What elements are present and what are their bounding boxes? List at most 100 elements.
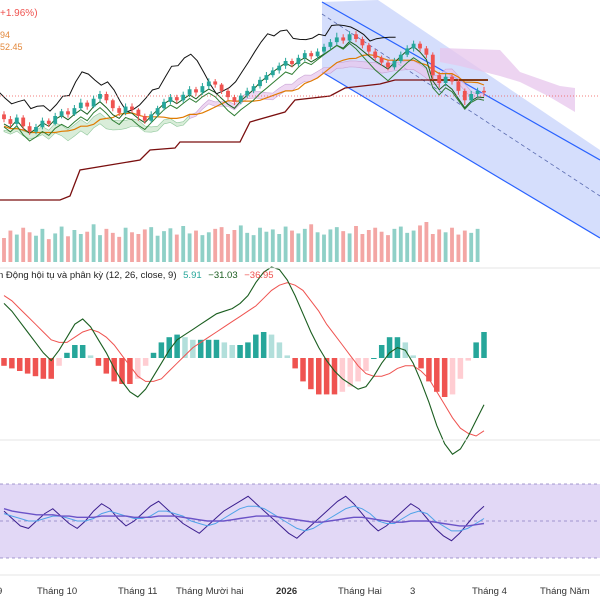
macd-histogram-bar [434, 358, 440, 392]
volume-bar [405, 232, 410, 262]
macd-histogram-bar [323, 358, 330, 395]
volume-bar [149, 227, 154, 262]
candle-body [72, 108, 77, 115]
macd-histogram-bar [197, 339, 204, 358]
candle-body [78, 102, 83, 109]
volume-bar [462, 230, 467, 262]
price-pane[interactable] [0, 0, 600, 239]
macd-histogram-bar [79, 345, 86, 358]
candle-body [91, 98, 96, 107]
rsi-pane[interactable] [0, 483, 600, 559]
macd-signal-line [3, 282, 485, 437]
candle-body [411, 43, 416, 49]
ichimoku-future-cloud [440, 48, 575, 112]
macd-title-text: n Động hội tụ và phân kỳ (12, 26, close,… [0, 270, 177, 281]
rsi-line-2 [3, 508, 485, 527]
ichimoku-leading-line-b [3, 42, 485, 142]
macd-histogram-bar [441, 358, 448, 397]
candle-body [59, 111, 64, 116]
volume-bar [2, 238, 6, 262]
ichimoku-conversion-line [3, 54, 485, 134]
macd-histogram-bar [32, 358, 39, 377]
volume-bar [181, 226, 186, 262]
candle-body [213, 81, 218, 85]
channel-mid-line [321, 13, 600, 197]
macd-histogram-bar [386, 337, 393, 358]
candle-body [322, 46, 326, 52]
volume-bar [78, 234, 83, 262]
volume-bar [392, 228, 397, 262]
macd-histogram-bar [95, 358, 102, 366]
macd-histogram-bar [331, 358, 338, 395]
time-label-1: Tháng 10 [37, 586, 77, 597]
candle-body [430, 54, 435, 76]
volume-bar [232, 230, 237, 262]
candle-body [398, 54, 403, 61]
candle-body [443, 76, 448, 83]
macd-histogram-bar [16, 358, 23, 371]
candle-body [142, 116, 147, 121]
macd-histogram-bar [268, 334, 275, 358]
candle-body [392, 61, 397, 68]
candle-body [418, 43, 422, 49]
volume-pane [2, 222, 480, 262]
candle-body [206, 81, 211, 87]
candle-body [354, 34, 358, 39]
volume-bar [174, 234, 179, 262]
macd-histogram-bar [1, 358, 7, 366]
macd-histogram-bar [48, 358, 54, 379]
macd-histogram-bar [205, 339, 212, 358]
volume-bar [206, 232, 211, 262]
candle-body [181, 94, 186, 101]
macd-histogram-bar [347, 358, 353, 387]
macd-histogram-bar [64, 352, 70, 358]
volume-bar [366, 230, 371, 262]
time-label-3: Tháng Mười hai [176, 586, 244, 597]
macd-histogram-bar [245, 342, 251, 358]
macd-histogram-bar [72, 345, 78, 358]
time-label-6: 3 [410, 586, 415, 597]
candle-body [450, 76, 454, 82]
macd-histogram-bar [363, 358, 369, 371]
macd-histogram-bar [276, 342, 283, 358]
macd-histogram-bar [308, 358, 314, 390]
candle-body [149, 114, 154, 121]
volume-bar [168, 228, 173, 262]
volume-bar [40, 228, 45, 262]
macd-line [3, 266, 485, 455]
macd-histogram-bar [292, 358, 298, 369]
candle-body [27, 126, 32, 132]
time-label-5: Tháng Hai [338, 586, 382, 597]
candle-body [66, 111, 70, 115]
rsi-line-1 [3, 505, 485, 532]
candle-body [328, 42, 333, 47]
volume-bar [315, 232, 320, 262]
candle-body [117, 108, 122, 113]
volume-bar [309, 224, 314, 262]
volume-bar [411, 230, 416, 262]
macd-histogram-bar [316, 358, 322, 395]
volume-bar [226, 234, 230, 262]
candle-body [40, 120, 45, 127]
volume-bar [302, 228, 307, 262]
candle-body [270, 70, 275, 76]
macd-histogram-bar [127, 358, 133, 384]
volume-bar [296, 233, 301, 262]
volume-bar [386, 235, 390, 262]
rsi-line-0 [3, 495, 485, 542]
volume-bar [136, 234, 141, 262]
volume-bar [123, 227, 128, 262]
macd-histogram-bar [465, 358, 472, 361]
volume-bar [27, 232, 32, 262]
volume-bar [219, 227, 224, 262]
candle-body [238, 95, 243, 102]
candle-body [264, 75, 269, 80]
volume-bar [430, 234, 435, 262]
macd-histogram-bar [135, 358, 141, 379]
candle-body [251, 86, 256, 91]
volume-bar [379, 231, 384, 262]
macd-pane[interactable] [1, 266, 487, 455]
macd-histogram-bar [56, 358, 62, 366]
candle-body [110, 100, 115, 109]
